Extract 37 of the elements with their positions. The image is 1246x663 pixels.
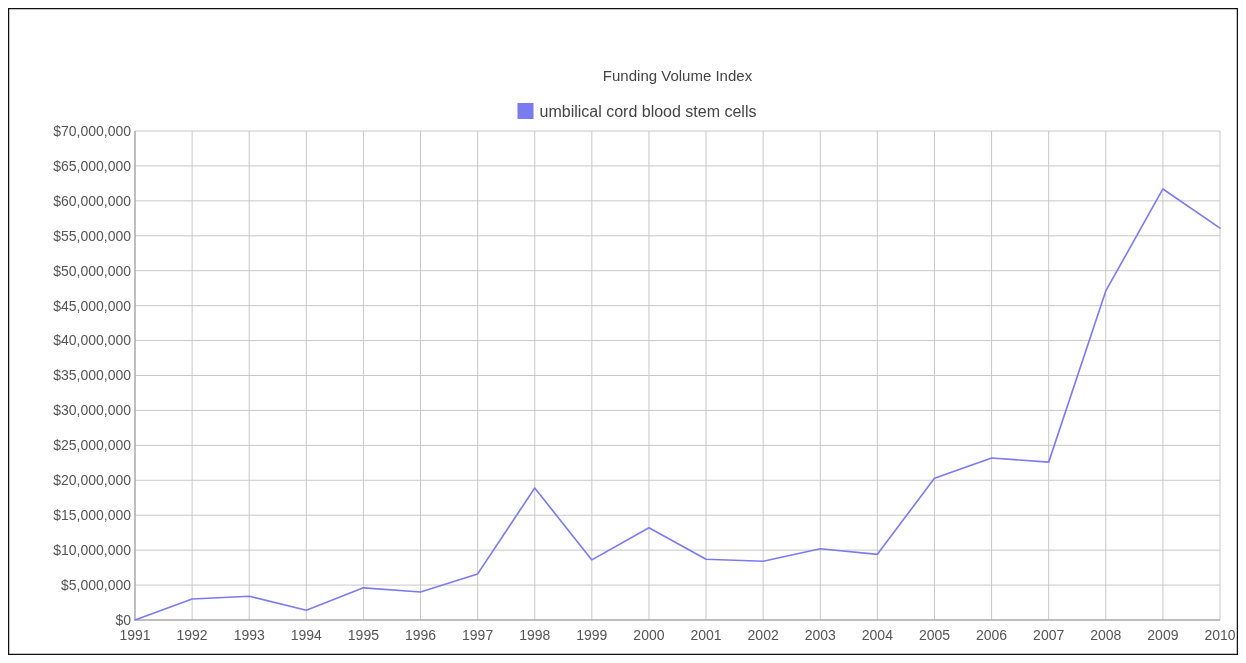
x-tick-label: 2004 (861, 627, 894, 643)
x-tick-label: 1995 (347, 627, 380, 643)
x-tick-label: 1992 (176, 627, 208, 643)
x-tick-label: 1999 (576, 627, 608, 643)
y-tick-label: $25,000,000 (53, 437, 132, 454)
y-tick-label: $20,000,000 (53, 472, 132, 489)
x-tick-label: 2010 (1204, 627, 1236, 643)
x-tick-label: 1998 (519, 627, 551, 643)
y-tick-label: $55,000,000 (53, 227, 132, 244)
x-tick-label: 2001 (690, 627, 722, 643)
y-tick-label: $10,000,000 (53, 542, 132, 559)
y-tick-label: $15,000,000 (53, 507, 132, 524)
x-tick-label: 2007 (1033, 627, 1065, 643)
y-tick-label: $50,000,000 (53, 262, 132, 279)
x-tick-label: 1991 (119, 627, 151, 643)
y-tick-label: $65,000,000 (53, 157, 132, 174)
y-tick-label: $5,000,000 (60, 576, 132, 593)
x-tick-label: 2002 (747, 627, 779, 643)
x-tick-label: 2003 (804, 627, 837, 643)
x-tick-label: 1993 (233, 627, 265, 643)
x-tick-label: 1994 (290, 627, 323, 643)
x-tick-label: 2005 (918, 627, 951, 643)
y-tick-label: $0 (115, 611, 132, 628)
x-tick-label: 1996 (404, 627, 437, 643)
y-tick-label: $60,000,000 (53, 192, 132, 209)
x-tick-label: 1997 (462, 627, 494, 643)
chart-title: Funding Volume Index (602, 67, 753, 84)
x-tick-label: 2000 (633, 627, 665, 643)
x-tick-label: 2009 (1147, 627, 1179, 643)
legend-label: umbilical cord blood stem cells (539, 102, 757, 120)
y-tick-label: $70,000,000 (53, 122, 132, 139)
x-tick-label: 2008 (1090, 627, 1122, 643)
y-tick-label: $40,000,000 (53, 332, 132, 349)
y-tick-label: $30,000,000 (53, 402, 132, 419)
y-tick-label: $35,000,000 (53, 367, 132, 384)
y-tick-label: $45,000,000 (53, 297, 132, 314)
x-tick-label: 2006 (976, 627, 1008, 643)
